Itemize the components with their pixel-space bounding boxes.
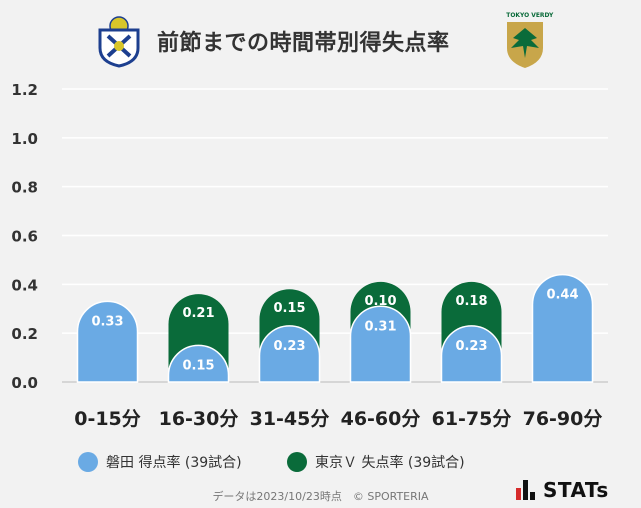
legend-item-iwata: 磐田 得点率 (39試合)	[78, 452, 242, 472]
data-label-iwata: 0.23	[273, 339, 305, 354]
verdy-shield-icon	[507, 22, 543, 68]
bar-iwata-scored	[531, 273, 594, 383]
jubilo-crest-logo	[98, 16, 140, 68]
stats-brand-text: STATs	[543, 478, 609, 502]
x-category-label: 76-90分	[523, 408, 603, 430]
data-label-verdy: 0.10	[364, 294, 396, 309]
x-category-label: 61-75分	[432, 408, 512, 430]
x-category-label: 0-15分	[74, 408, 141, 430]
y-tick-label: 0.0	[11, 374, 38, 392]
bar-iwata-scored	[167, 344, 230, 383]
footnote: データは2023/10/23時点 © SPORTERIA	[212, 490, 429, 503]
bar-iwata-scored	[349, 305, 412, 383]
x-category-label: 16-30分	[159, 408, 239, 430]
stats-brand: STATs	[516, 478, 609, 502]
y-tick-label: 1.0	[11, 130, 38, 148]
tokyo-verdy-logo-text: TOKYO VERDY	[506, 12, 554, 19]
legend-label-iwata: 磐田 得点率 (39試合)	[106, 455, 242, 471]
data-label-iwata: 0.31	[364, 319, 396, 334]
bar-iwata-scored	[440, 325, 503, 383]
legend-label-verdy: 東京Ｖ 失点率 (39試合)	[315, 455, 465, 471]
y-tick-label: 1.2	[11, 81, 38, 99]
data-label-iwata: 0.33	[91, 314, 123, 329]
data-label-iwata: 0.15	[182, 358, 214, 373]
y-tick-label: 0.2	[11, 325, 38, 343]
bar-iwata-scored	[76, 300, 139, 383]
chart-title: 前節までの時間帯別得失点率	[157, 31, 450, 56]
x-category-label: 31-45分	[250, 408, 330, 430]
legend-swatch-verdy	[287, 452, 307, 472]
bar-iwata-scored	[258, 325, 321, 383]
data-label-verdy: 0.18	[455, 294, 487, 309]
data-label-iwata: 0.23	[455, 339, 487, 354]
stats-logo-icon	[516, 480, 535, 500]
data-label-iwata: 0.44	[546, 288, 578, 303]
data-label-verdy: 0.21	[182, 306, 214, 321]
data-label-verdy: 0.15	[273, 301, 305, 316]
y-tick-label: 0.6	[11, 228, 38, 246]
y-tick-label: 0.8	[11, 179, 38, 197]
tokyo-verdy-logo: TOKYO VERDY	[503, 12, 554, 70]
legend-item-verdy: 東京Ｖ 失点率 (39試合)	[287, 452, 465, 472]
y-tick-label: 0.4	[11, 276, 38, 294]
chart-area: 0.0 0.2 0.4 0.6 0.8 1.0 1.2 0.33 0-15分 0.15 0.21 16…	[11, 81, 608, 430]
x-category-label: 46-60分	[341, 408, 421, 430]
legend-swatch-iwata	[78, 452, 98, 472]
